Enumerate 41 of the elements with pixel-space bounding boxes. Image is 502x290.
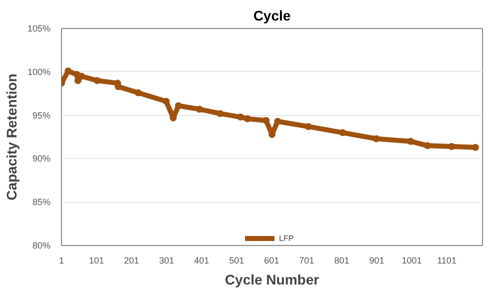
point <box>339 129 346 136</box>
point <box>274 118 282 125</box>
x-tick-label: 1001 <box>402 256 422 266</box>
point <box>262 117 270 124</box>
point <box>236 114 244 121</box>
y-tick-label: 105% <box>27 24 51 34</box>
legend-label: LFP <box>279 234 295 242</box>
point <box>162 98 170 105</box>
x-tick-label: 901 <box>369 256 384 266</box>
point <box>304 123 312 130</box>
point <box>448 143 456 150</box>
x-tick-label: 801 <box>334 256 350 266</box>
point <box>114 83 122 90</box>
point <box>196 106 203 113</box>
x-tick-label: 101 <box>89 256 104 266</box>
point <box>94 77 101 84</box>
point <box>64 68 72 75</box>
y-tick-label: 80% <box>32 240 50 250</box>
y-tick-label: 90% <box>32 154 50 164</box>
x-tick-label: 1101 <box>437 256 456 266</box>
y-tick-label: 85% <box>32 197 50 208</box>
x-axis-title: Cycle Number <box>224 272 320 288</box>
x-tick-label: 601 <box>264 256 280 266</box>
point <box>244 115 251 122</box>
x-tick-label: 1 <box>58 256 64 266</box>
chart-title: Cycle <box>253 8 291 24</box>
point <box>216 110 224 118</box>
y-tick-label: 100% <box>27 66 51 77</box>
x-tick-label: 401 <box>194 256 210 266</box>
y-axis-title: Capacity Retention <box>3 74 20 200</box>
x-tick-label: 301 <box>159 256 174 266</box>
x-tick-label: 201 <box>124 256 140 266</box>
y-tick-label: 95% <box>32 110 50 120</box>
point <box>134 89 142 96</box>
point <box>174 102 182 110</box>
x-tick-label: 701 <box>299 256 314 266</box>
point <box>372 135 380 142</box>
point <box>424 142 432 150</box>
point <box>407 138 414 145</box>
x-tick-label: 501 <box>229 256 244 266</box>
point <box>472 144 479 151</box>
